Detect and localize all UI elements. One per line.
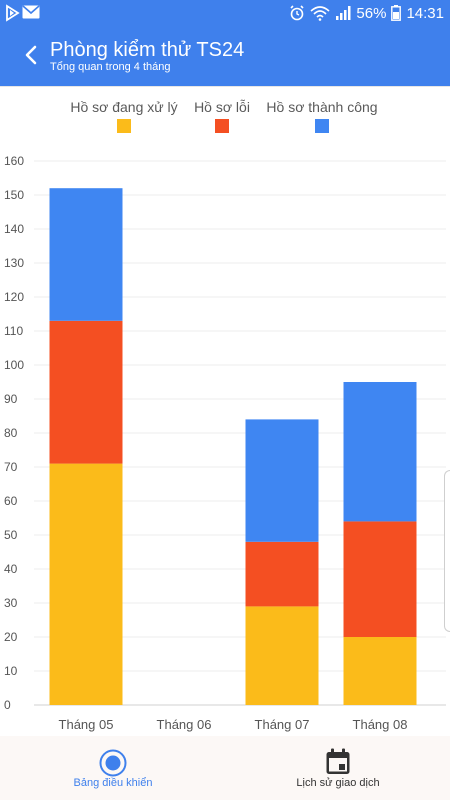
legend-swatch-success xyxy=(315,119,329,133)
stacked-bar-chart: 0 10 20 30 40 50 60 70 80 90 100 110 120 130 140 150 160… xyxy=(4,154,446,732)
y-tick-label: 70 xyxy=(4,460,18,474)
y-tick-label: 110 xyxy=(4,324,23,338)
x-tick-label: Tháng 05 xyxy=(59,717,114,732)
nav-item-dashboard[interactable]: Bảng điều khiển xyxy=(33,736,193,800)
status-bar: 56% 14:31 xyxy=(0,0,450,26)
alarm-icon xyxy=(290,5,304,21)
bar-segment xyxy=(343,521,417,637)
y-tick-label: 130 xyxy=(4,256,24,270)
nav-item-history[interactable]: Lịch sử giao dịch xyxy=(258,736,418,800)
y-tick-label: 90 xyxy=(4,392,18,406)
chevron-left-icon xyxy=(25,45,37,65)
y-tick-label: 0 xyxy=(4,698,11,712)
y-tick-label: 120 xyxy=(4,290,24,304)
status-left-icons xyxy=(6,4,46,22)
y-tick-label: 140 xyxy=(4,222,24,236)
x-tick-label: Tháng 07 xyxy=(255,717,310,732)
legend-label-processing: Hồ sơ đang xử lý xyxy=(70,99,178,115)
battery-percent: 56% xyxy=(356,4,387,22)
wifi-icon xyxy=(310,6,330,21)
y-tick-label: 40 xyxy=(4,562,18,576)
status-time: 14:31 xyxy=(406,4,444,22)
nav-label-history: Lịch sử giao dịch xyxy=(296,777,380,789)
bar-segment xyxy=(343,382,417,522)
legend-label-success: Hồ sơ thành công xyxy=(266,99,378,115)
x-tick-label: Tháng 06 xyxy=(157,717,212,732)
play-store-icon xyxy=(6,4,20,22)
bar-segment xyxy=(245,419,319,542)
battery-icon xyxy=(391,5,402,21)
bar-segment xyxy=(49,320,123,464)
calendar-icon xyxy=(326,748,350,774)
bar-segment xyxy=(49,463,123,705)
y-tick-label: 10 xyxy=(4,664,18,678)
signal-icon xyxy=(336,6,351,20)
legend-label-error: Hồ sơ lỗi xyxy=(194,99,250,115)
legend-swatch-error xyxy=(215,119,229,133)
page-title: Phòng kiểm thử TS24 xyxy=(50,39,245,61)
y-tick-label: 80 xyxy=(4,426,18,440)
y-tick-label: 160 xyxy=(4,154,24,168)
back-button[interactable] xyxy=(16,38,46,72)
app-bar: Phòng kiểm thử TS24 Tổng quan trong 4 th… xyxy=(0,26,450,86)
y-tick-label: 30 xyxy=(4,596,18,610)
y-tick-label: 150 xyxy=(4,188,24,202)
header-divider xyxy=(0,86,450,87)
nav-label-dashboard: Bảng điều khiển xyxy=(73,777,153,789)
mail-icon xyxy=(22,5,40,19)
y-tick-label: 50 xyxy=(4,528,18,542)
bar-segment xyxy=(49,188,123,321)
status-right: 56% 14:31 xyxy=(289,3,444,23)
scroll-handle[interactable] xyxy=(444,470,450,632)
bar-segment xyxy=(343,637,417,705)
bar-segment xyxy=(245,541,319,607)
y-tick-label: 20 xyxy=(4,630,18,644)
page-subtitle: Tổng quan trong 4 tháng xyxy=(50,61,171,73)
legend-swatch-processing xyxy=(117,119,131,133)
bar-segment xyxy=(245,606,319,705)
y-tick-label: 100 xyxy=(4,358,24,372)
bottom-nav: Bảng điều khiển Lịch sử giao dịch xyxy=(0,736,450,800)
x-tick-label: Tháng 08 xyxy=(353,717,408,732)
y-tick-label: 60 xyxy=(4,494,18,508)
dashboard-icon xyxy=(99,749,127,777)
